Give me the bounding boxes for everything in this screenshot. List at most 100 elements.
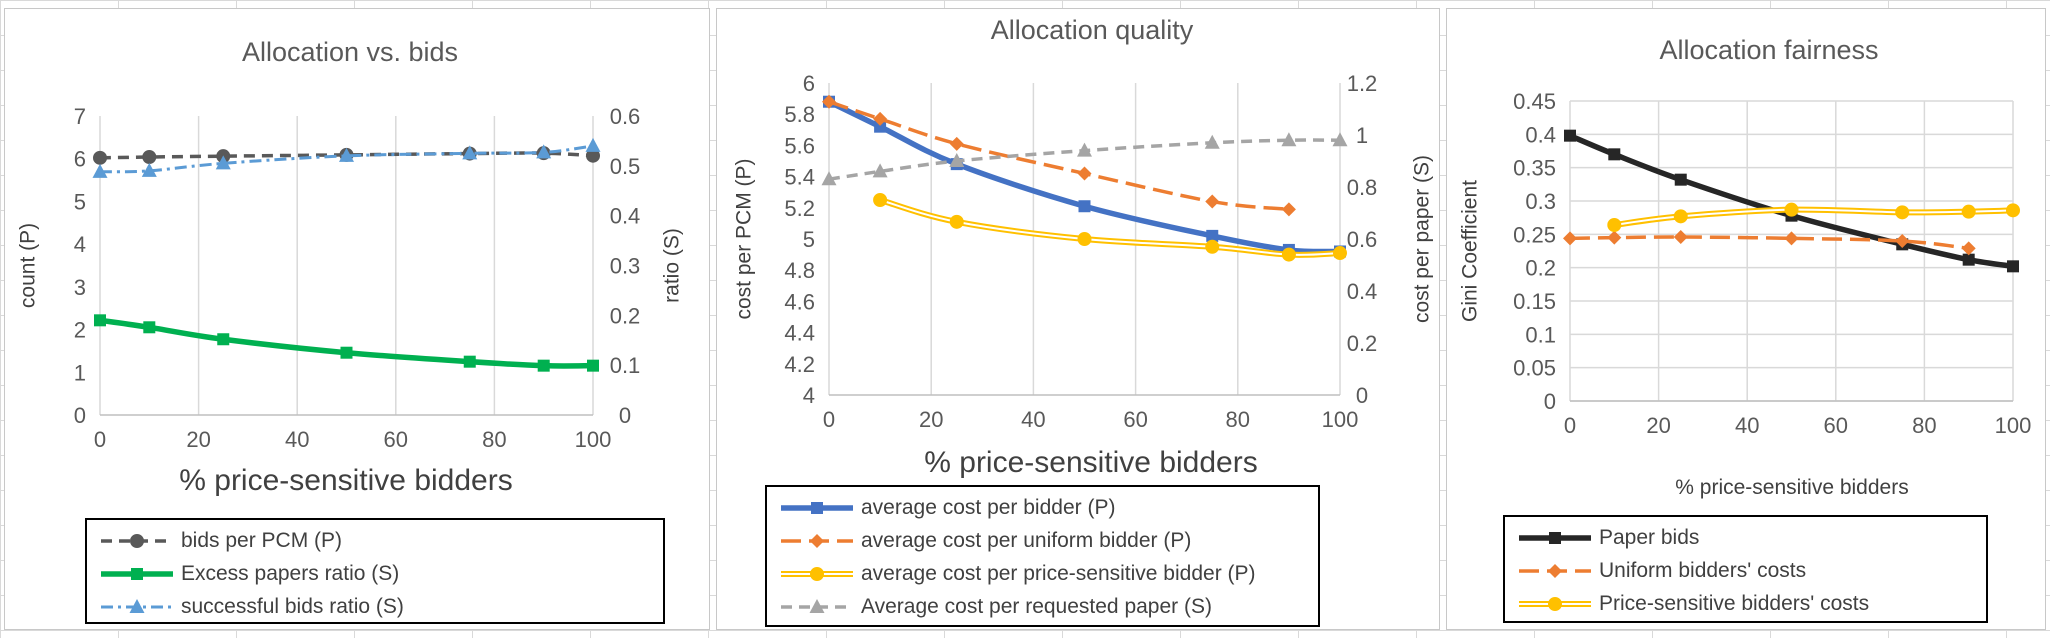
y-tick-label: 0.15 <box>1513 289 1556 314</box>
series-average-cost-per-uniform-bidder-p-point-4 <box>1205 194 1220 209</box>
x-tick-label: 0 <box>94 427 106 452</box>
legend-swatch-point-marker <box>130 533 144 548</box>
y-tick-label: 4.8 <box>784 258 815 283</box>
legend-label: average cost per uniform bidder (P) <box>861 528 1192 552</box>
series-average-cost-per-price-sensitive-bidder-p-point-1 <box>949 214 964 229</box>
legend-label: Paper bids <box>1599 525 1700 549</box>
series-successful-bids-ratio-s-point-0 <box>92 163 108 178</box>
gridlines <box>1569 100 2014 402</box>
x-tick-label: 20 <box>919 407 943 432</box>
series-average-cost-per-requested-paper-s-point-6 <box>1332 132 1348 147</box>
series-successful-bids-ratio-s-point-3 <box>339 147 354 162</box>
legend-swatch-point-marker <box>809 598 825 613</box>
series-paper-bids-point-0 <box>1564 129 1576 142</box>
series-uniform-bidders-costs-point-1 <box>1607 230 1622 245</box>
chart-panel-allocation-fairness: Allocation fairness 0 20 40 60 80 100 0 0.05 0.1 0… <box>1446 8 2046 630</box>
series-successful-bids-ratio-s-point-6 <box>585 137 601 152</box>
legend-label: average cost per price-sensitive bidder … <box>861 561 1256 585</box>
legend-item-average-cost-per-requested-paper-s: Average cost per requested paper (S) <box>777 590 1308 623</box>
legend: bids per PCM (P) Excess papers ratio (S) s… <box>85 518 665 624</box>
series-successful-bids-ratio-s-point-2 <box>215 155 231 170</box>
x-tick-label: 20 <box>1646 413 1670 438</box>
series-price-sensitive-bidders-costs-point-3 <box>1895 205 1910 220</box>
chart-canvas: Allocation vs. bids 0 20 40 60 80 100 0 1 2 3 4 5 6 7 0… <box>17 37 684 497</box>
legend-label: bids per PCM (P) <box>181 528 343 552</box>
series-average-cost-per-requested-paper-s-point-0 <box>821 171 837 186</box>
legend-item-successful-bids-ratio-s: successful bids ratio (S) <box>97 590 653 623</box>
x-tick-label: 100 <box>575 427 612 452</box>
series-bids-per-pcm-p-point-1 <box>142 150 157 165</box>
series-average-cost-per-price-sensitive-bidder-p <box>873 193 1347 262</box>
legend-swatch-point-marker <box>129 598 145 613</box>
y-tick-label: 0.3 <box>1525 189 1556 214</box>
y2-tick-label: 0 <box>1356 383 1368 408</box>
x-tick-label: 60 <box>384 427 408 452</box>
x-tick-label: 20 <box>186 427 210 452</box>
legend-swatch <box>1519 596 1591 611</box>
legend-swatch <box>781 501 853 514</box>
series-paper-bids-point-2 <box>1674 173 1687 186</box>
legend-swatch <box>781 533 853 548</box>
legend-swatch <box>101 533 173 548</box>
y2-tick-label: 0.4 <box>1347 279 1378 304</box>
series-successful-bids-ratio-s-point-4 <box>462 145 478 160</box>
y-tick-label: 0.2 <box>1525 256 1556 281</box>
legend: average cost per bidder (P) average cost … <box>765 485 1320 627</box>
y2-tick-label: 0.4 <box>610 204 641 229</box>
x-tick-label: 40 <box>1021 407 1045 432</box>
series-average-cost-per-requested-paper-s-point-5 <box>1281 132 1297 147</box>
legend-item-average-cost-per-uniform-bidder-p: average cost per uniform bidder (P) <box>777 524 1308 557</box>
y2-tick-label: 0.8 <box>1347 175 1378 200</box>
series-average-cost-per-requested-paper-s <box>821 132 1348 186</box>
series-average-cost-per-uniform-bidder-p <box>822 94 1296 217</box>
series-bids-per-pcm-p-point-0 <box>93 150 107 165</box>
series-average-cost-per-uniform-bidder-p-point-1 <box>873 111 888 126</box>
y-tick-label: 5.2 <box>784 196 815 221</box>
y2-tick-label: 0.6 <box>1347 227 1378 252</box>
legend-label: Average cost per requested paper (S) <box>861 594 1212 618</box>
series-paper-bids-point-5 <box>1962 253 1975 266</box>
series-uniform-bidders-costs-point-0 <box>1563 231 1577 246</box>
legend-swatch-point-marker <box>1548 596 1562 611</box>
legend-label: successful bids ratio (S) <box>181 594 404 618</box>
y2-tick-label: 0 <box>619 403 631 428</box>
x-axis-title: % price-sensitive bidders <box>179 464 512 497</box>
legend-swatch-point-marker <box>810 533 824 548</box>
y-tick-label: 1 <box>74 360 86 385</box>
series-average-cost-per-requested-paper-s-point-3 <box>1077 142 1092 157</box>
y-tick-label: 5.8 <box>784 102 815 127</box>
series-uniform-bidders-costs-point-3 <box>1784 231 1799 246</box>
y-tick-label: 0.4 <box>1525 122 1556 147</box>
legend-label: average cost per bidder (P) <box>861 495 1116 519</box>
legend-item-paper-bids: Paper bids <box>1515 521 1976 554</box>
legend-item-uniform-bidders-costs: Uniform bidders' costs <box>1515 554 1976 587</box>
y2-tick-label: 0.2 <box>1347 331 1378 356</box>
x-tick-label: 0 <box>1564 413 1576 438</box>
y2-tick-label: 1 <box>1356 123 1368 148</box>
y-axis-title: cost per PCM (P) <box>733 158 756 319</box>
y-tick-label: 4.2 <box>784 352 815 377</box>
x-tick-label: 100 <box>1995 413 2032 438</box>
legend: Paper bids Uniform bidders' costs Price-se… <box>1503 515 1988 623</box>
y-tick-label: 0.05 <box>1513 356 1556 381</box>
x-axis-title: % price-sensitive bidders <box>1675 476 1908 499</box>
y-tick-label: 0.35 <box>1513 156 1556 181</box>
series-successful-bids-ratio-s-line <box>99 144 594 174</box>
chart-title: Allocation fairness <box>1659 35 1878 65</box>
x-tick-label: 80 <box>1912 413 1936 438</box>
series-average-cost-per-requested-paper-s-point-1 <box>872 163 888 178</box>
y-tick-label: 0 <box>74 403 86 428</box>
legend-swatch <box>101 567 173 580</box>
series-average-cost-per-price-sensitive-bidder-p-point-3 <box>1205 239 1220 254</box>
series-excess-papers-ratio-s-line <box>99 317 594 369</box>
series-paper-bids-point-6 <box>2007 260 2019 273</box>
series-excess-papers-ratio-s-point-0 <box>94 314 106 327</box>
legend-item-average-cost-per-price-sensitive-bidder-p: average cost per price-sensitive bidder … <box>777 557 1308 590</box>
legend-swatch <box>781 566 853 581</box>
y-tick-label: 5.6 <box>784 133 815 158</box>
series-average-cost-per-requested-paper-s-point-2 <box>949 153 965 167</box>
y-tick-label: 2 <box>74 318 86 343</box>
y2-tick-label: 0.1 <box>610 353 641 378</box>
legend-swatch <box>101 598 173 613</box>
y-tick-label: 5 <box>803 227 815 252</box>
